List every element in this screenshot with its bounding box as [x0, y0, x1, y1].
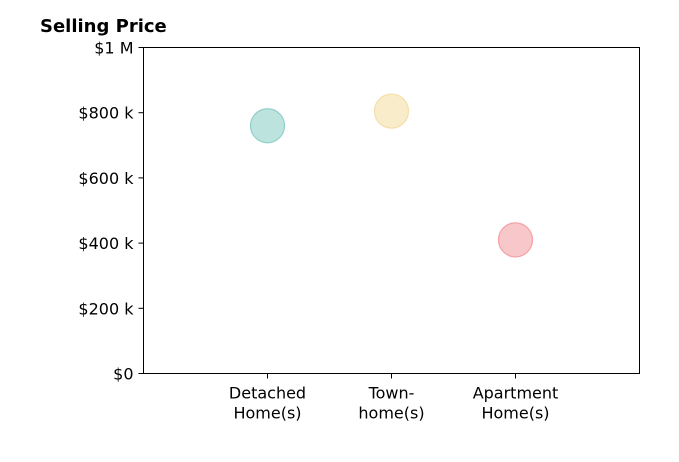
x-tick-label-line: Home(s) — [233, 404, 301, 423]
x-tick-label-line: Home(s) — [481, 404, 549, 423]
x-tick-label-line: Apartment — [473, 384, 559, 403]
y-tick-label: $800 k — [78, 104, 134, 123]
x-axis: Detached Home(s)Town-home(s)Apartment Home… — [229, 373, 559, 423]
data-points — [249, 93, 534, 258]
data-point — [497, 222, 534, 258]
y-tick-label: $200 k — [78, 299, 134, 318]
x-tick-label: Apartment Home(s) — [473, 384, 559, 423]
y-tick-label: $0 — [113, 365, 133, 384]
x-tick-label: Town-home(s) — [358, 384, 424, 423]
y-tick-label: $1 M — [94, 39, 133, 58]
data-point — [249, 108, 286, 144]
y-tick-label: $600 k — [78, 169, 134, 188]
y-axis: $0 $200 k $400 k $600 k $800 k $1 M — [78, 39, 144, 384]
y-tick-label: $400 k — [78, 234, 134, 253]
data-point — [373, 93, 410, 129]
x-tick-label-line: Detached — [229, 384, 306, 403]
x-tick-label-line: Town- — [368, 384, 415, 403]
x-tick-label: Detached Home(s) — [229, 384, 306, 423]
chart-title: Selling Price — [40, 16, 167, 37]
x-tick-label-line: home(s) — [358, 404, 424, 423]
